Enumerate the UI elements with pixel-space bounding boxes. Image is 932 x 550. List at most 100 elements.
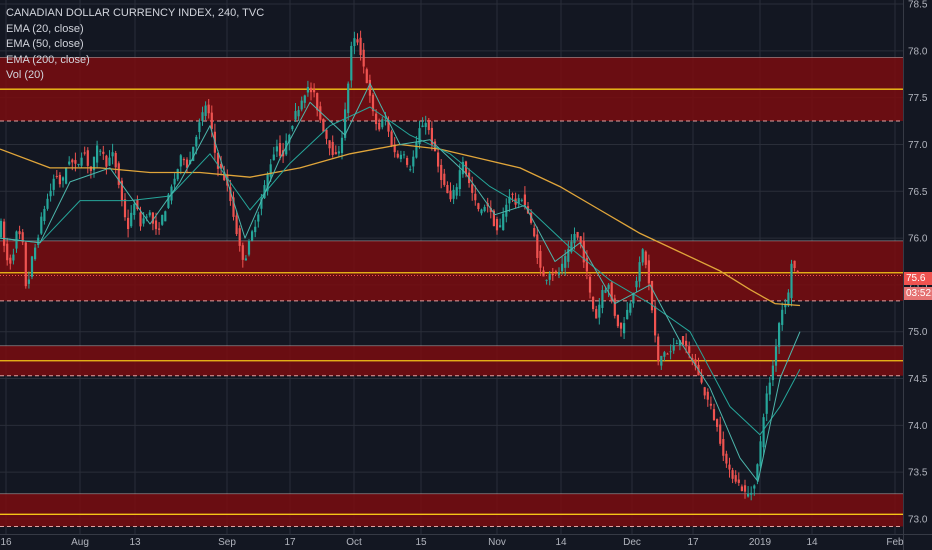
candle-down[interactable] <box>709 403 712 406</box>
candle-down[interactable] <box>585 257 588 272</box>
candle-down[interactable] <box>117 163 120 185</box>
candle-down[interactable] <box>471 184 474 193</box>
candle-down[interactable] <box>83 152 86 154</box>
candle-up[interactable] <box>303 95 306 103</box>
candle-up[interactable] <box>790 263 793 299</box>
candle-up[interactable] <box>561 263 564 272</box>
candle-up[interactable] <box>778 323 781 347</box>
candle-up[interactable] <box>300 100 303 110</box>
candle-down[interactable] <box>151 212 154 224</box>
candle-up[interactable] <box>195 136 198 147</box>
candle-up[interactable] <box>198 122 201 133</box>
candle-down[interactable] <box>185 159 189 168</box>
candle-up[interactable] <box>480 209 483 214</box>
candle-up[interactable] <box>626 309 629 320</box>
candle-down[interactable] <box>396 153 399 158</box>
candle-down[interactable] <box>375 113 378 125</box>
candle-up[interactable] <box>753 485 756 489</box>
candle-down[interactable] <box>21 232 24 243</box>
candle-down[interactable] <box>154 220 158 230</box>
candle-down[interactable] <box>796 270 799 272</box>
candle-up[interactable] <box>564 256 567 268</box>
candle-up[interactable] <box>678 340 681 346</box>
candle-up[interactable] <box>781 309 784 325</box>
candle-up[interactable] <box>251 231 254 241</box>
candle-down[interactable] <box>703 387 706 396</box>
candle-up[interactable] <box>0 220 3 238</box>
candle-up[interactable] <box>12 254 15 261</box>
candle-up[interactable] <box>409 169 412 171</box>
candle-up[interactable] <box>179 155 182 167</box>
candle-up[interactable] <box>461 161 464 175</box>
candle-down[interactable] <box>740 486 743 492</box>
candle-up[interactable] <box>192 146 195 162</box>
symbol-title[interactable]: CANADIAN DOLLAR CURRENCY INDEX, 240, TVC <box>6 7 265 19</box>
candle-up[interactable] <box>68 161 71 165</box>
candle-up[interactable] <box>747 493 750 497</box>
candle-up[interactable] <box>598 304 601 318</box>
candle-up[interactable] <box>567 248 570 262</box>
candle-down[interactable] <box>406 157 409 165</box>
candle-up[interactable] <box>257 214 260 222</box>
candle-up[interactable] <box>415 141 418 158</box>
candle-down[interactable] <box>731 470 734 479</box>
candle-down[interactable] <box>492 210 495 227</box>
candle-up[interactable] <box>247 240 251 255</box>
candle-down[interactable] <box>322 118 325 132</box>
candle-down[interactable] <box>722 439 725 456</box>
candle-down[interactable] <box>368 79 371 96</box>
candle-up[interactable] <box>263 185 266 199</box>
candle-up[interactable] <box>573 234 576 244</box>
candle-up[interactable] <box>458 170 461 190</box>
candle-down[interactable] <box>371 94 375 112</box>
candle-up[interactable] <box>92 156 96 171</box>
candle-up[interactable] <box>381 119 384 128</box>
candle-up[interactable] <box>774 346 778 366</box>
candle-up[interactable] <box>520 199 523 201</box>
candle-down[interactable] <box>120 180 123 202</box>
candle-down[interactable] <box>443 173 446 185</box>
candle-down[interactable] <box>793 260 796 269</box>
candle-up[interactable] <box>402 154 406 156</box>
candle-down[interactable] <box>220 163 223 169</box>
candle-down[interactable] <box>474 193 477 201</box>
candle-down[interactable] <box>182 159 185 161</box>
candle-up[interactable] <box>204 105 207 116</box>
candle-down[interactable] <box>241 245 244 260</box>
candle-up[interactable] <box>638 262 641 282</box>
candle-down[interactable] <box>331 141 334 155</box>
candle-up[interactable] <box>27 279 30 284</box>
candle-up[interactable] <box>61 177 65 181</box>
candle-down[interactable] <box>706 391 709 400</box>
candle-up[interactable] <box>641 249 644 263</box>
candle-up[interactable] <box>173 178 176 185</box>
candle-up[interactable] <box>557 272 561 275</box>
candle-up[interactable] <box>421 125 424 127</box>
candle-down[interactable] <box>229 187 232 202</box>
candle-down[interactable] <box>114 153 117 168</box>
candle-up[interactable] <box>297 110 300 117</box>
candle-down[interactable] <box>464 161 468 175</box>
candle-down[interactable] <box>9 257 12 264</box>
candle-up[interactable] <box>80 157 83 166</box>
candle-up[interactable] <box>130 212 133 227</box>
candle-down[interactable] <box>232 197 235 217</box>
candle-down[interactable] <box>533 228 536 237</box>
candle-down[interactable] <box>365 69 368 84</box>
candle-up[interactable] <box>663 352 666 357</box>
candle-up[interactable] <box>30 256 34 277</box>
candle-up[interactable] <box>424 123 427 128</box>
candle-down[interactable] <box>427 119 430 131</box>
candle-up[interactable] <box>337 151 340 154</box>
candle-down[interactable] <box>743 485 747 492</box>
candle-down[interactable] <box>334 152 337 155</box>
candle-up[interactable] <box>765 393 768 414</box>
candle-down[interactable] <box>654 306 657 336</box>
candle-up[interactable] <box>254 226 257 233</box>
candle-up[interactable] <box>502 213 505 231</box>
candle-up[interactable] <box>43 208 46 222</box>
candle-down[interactable] <box>530 212 533 223</box>
candle-down[interactable] <box>554 271 557 273</box>
candle-up[interactable] <box>635 280 638 288</box>
